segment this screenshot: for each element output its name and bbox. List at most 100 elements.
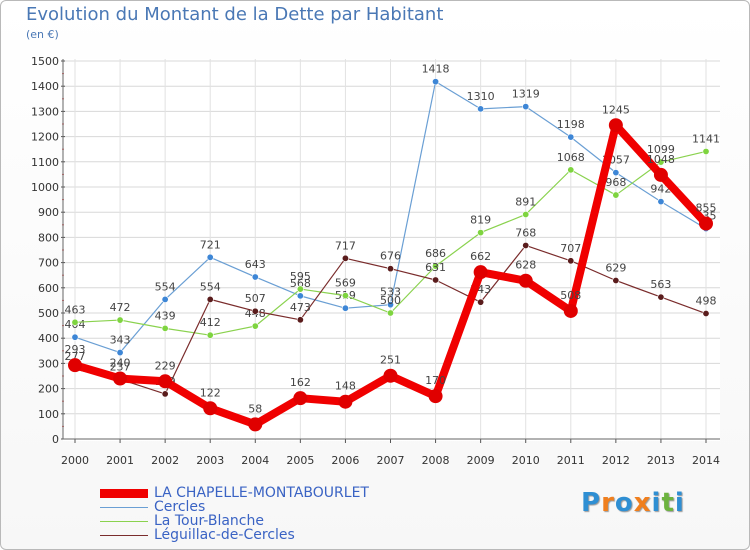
data-point-la-tour-blanche — [657, 158, 665, 166]
data-label-la-chapelle-montabourlet: 58 — [248, 402, 262, 415]
y-tick-label: 500 — [38, 307, 59, 320]
data-point-la-chapelle-montabourlet — [473, 265, 488, 280]
y-tick-label: 600 — [38, 282, 59, 295]
data-label-la-tour-blanche: 439 — [155, 309, 176, 322]
proxiti-logo: Proxiti — [581, 488, 685, 518]
data-label-leguillac-de-cercles: 629 — [605, 261, 626, 274]
data-label-leguillac-de-cercles: 676 — [380, 250, 401, 263]
data-label-la-chapelle-montabourlet: 229 — [155, 359, 176, 372]
unit-label: (en €) — [26, 28, 59, 41]
x-tick-label: 2011 — [557, 454, 585, 467]
x-tick-label: 2005 — [286, 454, 314, 467]
data-label-leguillac-de-cercles: 498 — [696, 295, 717, 308]
data-label-leguillac-de-cercles: 507 — [245, 292, 266, 305]
data-point-cercles — [206, 253, 214, 261]
data-point-la-tour-blanche — [477, 229, 485, 237]
data-label-la-tour-blanche: 891 — [515, 195, 536, 208]
data-point-la-tour-blanche — [251, 322, 259, 330]
data-point-la-chapelle-montabourlet — [203, 401, 218, 416]
x-tick-label: 2010 — [512, 454, 540, 467]
data-point-la-tour-blanche — [71, 318, 79, 326]
chart-legend: LA CHAPELLE-MONTABOURLET Cercles La Tour-B… — [100, 486, 369, 542]
data-label-la-tour-blanche: 1099 — [647, 143, 675, 156]
x-tick-label: 2014 — [692, 454, 720, 467]
y-tick-label: 700 — [38, 257, 59, 270]
data-point-la-tour-blanche — [206, 331, 214, 339]
data-label-la-chapelle-montabourlet: 1245 — [602, 103, 630, 116]
data-label-la-chapelle-montabourlet: 293 — [65, 343, 86, 356]
data-label-la-chapelle-montabourlet: 628 — [515, 259, 536, 272]
data-label-la-tour-blanche: 686 — [425, 247, 446, 260]
data-label-la-chapelle-montabourlet: 1048 — [647, 153, 675, 166]
data-label-la-chapelle-montabourlet: 148 — [335, 380, 356, 393]
data-label-leguillac-de-cercles: 707 — [560, 242, 581, 255]
data-label-la-chapelle-montabourlet: 251 — [380, 354, 401, 367]
y-tick-label: 1500 — [31, 55, 59, 68]
data-label-leguillac-de-cercles: 563 — [650, 278, 671, 291]
x-tick-label: 2008 — [422, 454, 450, 467]
data-point-leguillac-de-cercles — [161, 390, 169, 398]
data-label-la-tour-blanche: 968 — [605, 176, 626, 189]
y-tick-label: 1200 — [31, 131, 59, 144]
data-point-leguillac-de-cercles — [702, 310, 710, 318]
data-point-la-chapelle-montabourlet — [383, 368, 398, 383]
legend-label: Léguillac-de-Cercles — [154, 527, 295, 543]
data-label-la-tour-blanche: 819 — [470, 214, 491, 227]
y-tick-label: 200 — [38, 383, 59, 396]
data-label-la-tour-blanche: 412 — [200, 316, 221, 329]
data-point-leguillac-de-cercles — [206, 295, 214, 303]
data-label-leguillac-de-cercles: 554 — [200, 280, 221, 293]
data-label-leguillac-de-cercles: 237 — [110, 360, 131, 373]
y-tick-label: 1300 — [31, 105, 59, 118]
data-point-la-tour-blanche — [296, 285, 304, 293]
data-label-la-chapelle-montabourlet: 508 — [560, 289, 581, 302]
data-label-la-chapelle-montabourlet: 662 — [470, 250, 491, 263]
x-tick-label: 2012 — [602, 454, 630, 467]
legend-swatch — [100, 520, 148, 522]
x-tick-label: 2003 — [196, 454, 224, 467]
y-tick-label: 900 — [38, 206, 59, 219]
data-label-leguillac-de-cercles: 631 — [425, 261, 446, 274]
data-point-la-tour-blanche — [341, 292, 349, 300]
legend-item: LA CHAPELLE-MONTABOURLET — [100, 486, 369, 500]
x-tick-label: 2007 — [377, 454, 405, 467]
data-point-cercles — [71, 333, 79, 341]
data-point-la-tour-blanche — [522, 210, 530, 218]
x-tick-label: 2004 — [241, 454, 269, 467]
data-point-leguillac-de-cercles — [657, 293, 665, 301]
data-label-la-chapelle-montabourlet: 122 — [200, 386, 221, 399]
legend-swatch — [100, 488, 148, 498]
data-point-la-tour-blanche — [432, 262, 440, 270]
data-label-cercles: 343 — [110, 334, 131, 347]
legend-item: La Tour-Blanche — [100, 514, 369, 528]
y-tick-label: 1000 — [31, 181, 59, 194]
y-tick-label: 1100 — [31, 156, 59, 169]
data-label-la-tour-blanche: 569 — [335, 277, 356, 290]
data-label-la-tour-blanche: 1068 — [557, 151, 585, 164]
data-point-la-chapelle-montabourlet — [699, 216, 713, 231]
data-point-leguillac-de-cercles — [386, 265, 394, 273]
data-point-cercles — [432, 78, 440, 86]
data-point-la-chapelle-montabourlet — [608, 118, 623, 133]
data-point-la-tour-blanche — [567, 166, 575, 174]
data-label-la-tour-blanche: 500 — [380, 294, 401, 307]
data-label-la-chapelle-montabourlet: 240 — [110, 357, 131, 370]
x-tick-label: 2001 — [106, 454, 134, 467]
x-tick-label: 2000 — [61, 454, 89, 467]
data-label-la-tour-blanche: 595 — [290, 270, 311, 283]
x-tick-label: 2002 — [151, 454, 179, 467]
legend-label: LA CHAPELLE-MONTABOURLET — [154, 485, 369, 501]
data-point-la-chapelle-montabourlet — [158, 374, 173, 389]
data-label-la-tour-blanche: 472 — [110, 301, 131, 314]
data-point-la-tour-blanche — [612, 191, 620, 199]
data-point-leguillac-de-cercles — [341, 254, 349, 262]
data-point-la-chapelle-montabourlet — [293, 391, 308, 406]
data-label-cercles: 568 — [290, 277, 311, 290]
data-point-cercles — [251, 273, 259, 281]
data-point-cercles — [341, 304, 349, 312]
y-tick-label: 0 — [52, 433, 59, 446]
data-point-cercles — [567, 133, 575, 141]
data-label-cercles: 1319 — [512, 88, 540, 101]
data-label-la-chapelle-montabourlet: 162 — [290, 376, 311, 389]
data-label-cercles: 643 — [245, 258, 266, 271]
